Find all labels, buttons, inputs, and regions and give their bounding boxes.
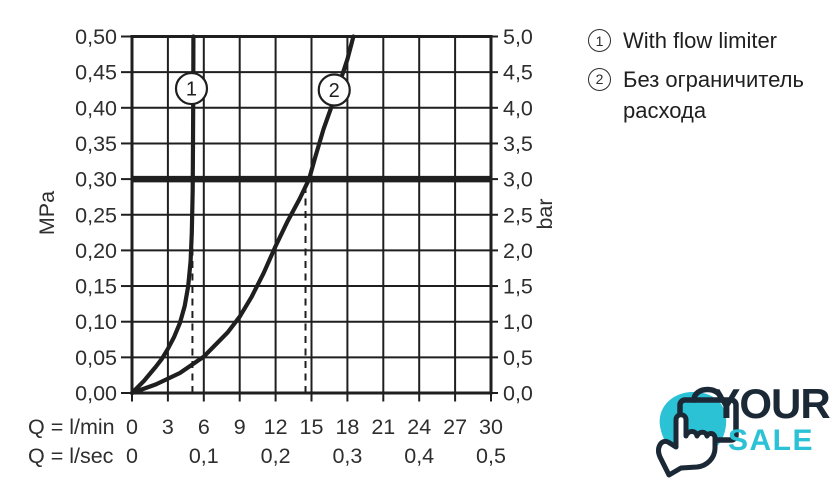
- x-lmin-tick-label: 24: [407, 415, 431, 439]
- chart-legend: 1 With flow limiter 2 Без ограничитель ра…: [588, 26, 804, 126]
- x-lmin-tick-label: 15: [300, 415, 324, 439]
- y-right-tick-label: 0,0: [503, 382, 533, 406]
- x-lmin-tick-label: 9: [234, 415, 246, 439]
- y-left-tick-label: 0,35: [75, 132, 117, 156]
- y-left-tick-label: 0,30: [75, 168, 117, 192]
- y-right-tick-label: 2,5: [503, 203, 533, 227]
- y-right-tick-label: 2,0: [503, 239, 533, 263]
- curve-marker-number-2: 2: [329, 80, 340, 102]
- tap-hand: [656, 412, 718, 478]
- x-lmin-tick-label: 6: [198, 415, 210, 439]
- logo-wordmark: YOUR SALE: [710, 383, 832, 456]
- x-lmin-tick-label: 21: [371, 415, 395, 439]
- legend-marker-2-circled-number: 2: [588, 67, 611, 91]
- y-right-tick-label: 3,0: [503, 168, 533, 192]
- y-right-tick-label: 1,5: [503, 275, 533, 299]
- y-left-tick-label: 0,45: [75, 61, 117, 85]
- your-sale-logo: YOUR SALE: [648, 372, 840, 484]
- x-lmin-tick-label: 27: [443, 415, 467, 439]
- x-lsec-tick-label: 0: [126, 444, 138, 468]
- legend-item-1-label: With flow limiter: [623, 28, 778, 53]
- logo-word-sale: SALE: [727, 424, 814, 457]
- x-lmin-tick-label: 30: [479, 415, 503, 439]
- plot-border: [130, 35, 493, 395]
- curve-marker-circle-2: [317, 73, 351, 107]
- y-right-tick-label: 4,0: [503, 96, 533, 120]
- x-lsec-tick-label: 0,2: [261, 444, 291, 468]
- x-lsec-tick-label: 0,1: [189, 444, 219, 468]
- legend-item-2-line2: расхода: [623, 97, 707, 123]
- legend-marker-1-circled-number: 1: [588, 29, 611, 52]
- y-right-tick-label: 4,5: [503, 61, 533, 85]
- x-lmin-tick-label: 18: [335, 415, 359, 439]
- y-left-tick-label: 0,05: [75, 346, 117, 370]
- x-lsec-tick-label: 0,5: [476, 444, 506, 468]
- legend-item-2-label: Без ограничитель расхода: [623, 65, 804, 127]
- x-lmin-tick-label: 3: [162, 415, 174, 439]
- shopping-bag-tap-icon: [656, 386, 739, 478]
- curve-marker-circle-1: [174, 71, 209, 106]
- legend-item-1: 1 With flow limiter: [588, 26, 804, 57]
- y-right-tick-label: 3,5: [503, 132, 533, 156]
- y-left-unit-label: MPa: [35, 191, 59, 235]
- curve-2: [129, 34, 356, 396]
- curve-1: [129, 34, 196, 396]
- y-left-tick-label: 0,00: [75, 382, 117, 406]
- y-left-tick-label: 0,25: [75, 203, 117, 227]
- curve-marker-number-1: 1: [186, 79, 197, 101]
- y-left-tick-label: 0,40: [75, 96, 117, 120]
- y-right-tick-label: 0,5: [503, 346, 533, 370]
- x-axis-lsec-row-label: Q = l/sec: [28, 444, 114, 468]
- y-left-tick-label: 0,10: [75, 310, 117, 334]
- x-lsec-tick-label: 0,3: [332, 444, 362, 468]
- legend-item-2: 2 Без ограничитель расхода: [588, 65, 804, 127]
- legend-item-2-line1: Без ограничитель: [623, 66, 804, 92]
- bag-handle: [691, 386, 724, 403]
- y-left-tick-label: 0,15: [75, 275, 117, 299]
- x-lmin-tick-label: 0: [126, 415, 138, 439]
- y-right-tick-label: 1,0: [503, 310, 533, 334]
- x-axis-lmin-row-label: Q = l/min: [28, 415, 115, 439]
- y-right-unit-label: bar: [533, 198, 557, 229]
- x-lsec-tick-label: 0,4: [404, 444, 434, 468]
- logo-word-your: YOUR: [712, 380, 830, 427]
- y-left-tick-label: 0,50: [75, 25, 117, 49]
- y-right-tick-label: 5,0: [503, 25, 533, 49]
- x-lmin-tick-label: 12: [264, 415, 288, 439]
- y-left-tick-label: 0,20: [75, 239, 117, 263]
